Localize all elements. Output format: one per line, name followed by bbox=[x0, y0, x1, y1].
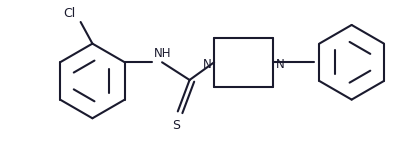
Text: N: N bbox=[202, 58, 211, 71]
Text: NH: NH bbox=[154, 47, 172, 60]
Text: Cl: Cl bbox=[64, 7, 76, 20]
Text: N: N bbox=[276, 58, 285, 71]
Text: S: S bbox=[172, 119, 180, 132]
